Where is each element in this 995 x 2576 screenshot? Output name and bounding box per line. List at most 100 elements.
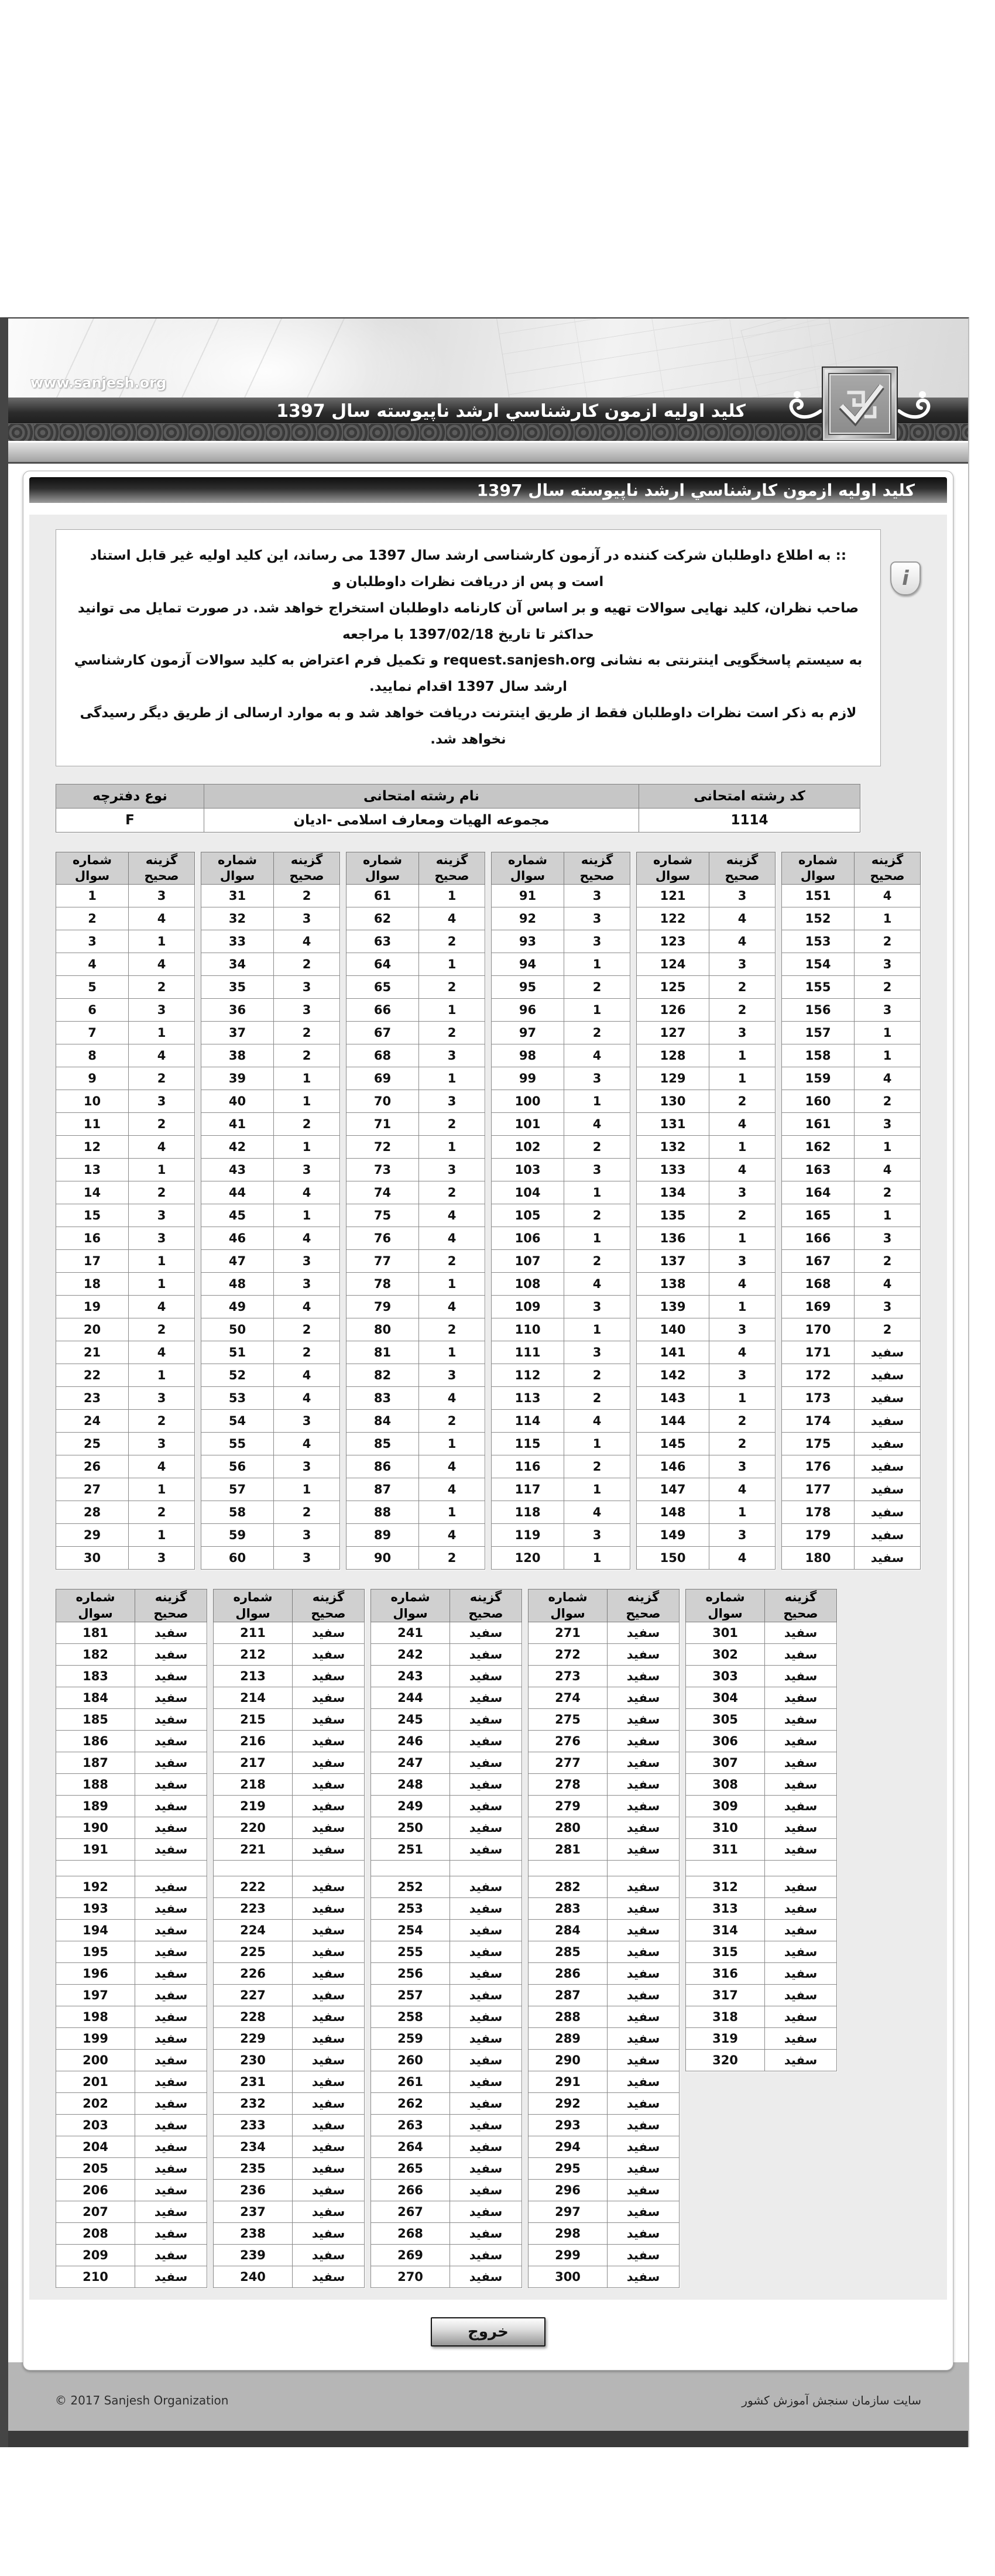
correct-option-cell: 3 bbox=[128, 1204, 195, 1228]
question-number-cell: 47 bbox=[200, 1249, 275, 1273]
correct-option-cell: سفید bbox=[764, 1664, 837, 1687]
question-number-cell: 127 bbox=[636, 1021, 710, 1045]
answer-row: 222 سفید bbox=[213, 1875, 365, 1898]
correct-option-cell: سفید bbox=[854, 1478, 921, 1502]
answer-row: 94 1 bbox=[490, 953, 630, 977]
question-number-cell: 291 bbox=[528, 2070, 608, 2093]
answer-row: 91 3 bbox=[490, 884, 630, 908]
answer-row: 113 2 bbox=[490, 1386, 630, 1410]
correct-option-cell: 1 bbox=[418, 953, 485, 977]
answer-row: 23 3 bbox=[55, 1386, 195, 1410]
correct-option-cell: 2 bbox=[128, 1318, 195, 1342]
correct-option-cell: سفید bbox=[764, 1984, 837, 2006]
question-number-cell: 99 bbox=[490, 1067, 565, 1091]
answer-table-header-row: شماره سوال گزینه صحیح bbox=[213, 1589, 365, 1622]
banner-title: کلید اولیه ازمون کارشناسي ارشد ناپیوسته … bbox=[276, 400, 746, 422]
question-number-cell: 190 bbox=[56, 1816, 135, 1839]
answer-table-header-row: شماره سوال گزینه صحیح bbox=[490, 851, 630, 885]
question-number-cell: 158 bbox=[781, 1044, 855, 1068]
question-number-cell: 209 bbox=[56, 2243, 135, 2266]
question-number-cell: 118 bbox=[490, 1501, 565, 1525]
correct-option-cell: سفید bbox=[450, 1794, 522, 1817]
question-number-cell: 106 bbox=[490, 1227, 565, 1251]
correct-option-cell: 4 bbox=[418, 1523, 485, 1547]
answer-row: 10 3 bbox=[55, 1090, 195, 1114]
answer-row: 173 سفید bbox=[781, 1386, 921, 1410]
answer-row: 311 سفید bbox=[685, 1838, 837, 1861]
exit-button[interactable]: خروج bbox=[431, 2317, 545, 2347]
question-number-cell: 128 bbox=[636, 1044, 710, 1068]
answer-row: 229 سفید bbox=[213, 2027, 365, 2050]
question-number-cell: 249 bbox=[370, 1794, 450, 1817]
correct-option-cell: 4 bbox=[709, 1341, 776, 1365]
question-number-cell: 6 bbox=[55, 998, 129, 1022]
correct-option-cell: 4 bbox=[418, 1455, 485, 1479]
question-number-cell: 7 bbox=[55, 1021, 129, 1045]
question-number-cell: 96 bbox=[490, 998, 565, 1022]
answer-row: 315 سفید bbox=[685, 1940, 837, 1963]
answer-row: 223 سفید bbox=[213, 1897, 365, 1920]
question-number-cell: 105 bbox=[490, 1204, 565, 1228]
answer-row: 155 2 bbox=[781, 975, 921, 999]
answer-row: 140 3 bbox=[636, 1318, 776, 1342]
question-number-cell: 26 bbox=[55, 1455, 129, 1479]
question-number-cell: 225 bbox=[213, 1940, 293, 1963]
answer-row: 121 3 bbox=[636, 884, 776, 908]
question-number-cell: 189 bbox=[56, 1794, 135, 1817]
question-number-cell: 319 bbox=[685, 2027, 765, 2050]
answer-table-q301-320: شماره سوال گزینه صحیح 301 سفید 302 سفید 303 سفی… bbox=[685, 1589, 837, 2071]
correct-option-cell: سفید bbox=[764, 1773, 837, 1796]
correct-option-cell: سفید bbox=[135, 1751, 207, 1774]
answer-row: 135 2 bbox=[636, 1204, 776, 1228]
question-number-cell: 231 bbox=[213, 2070, 293, 2093]
question-number-cell: 140 bbox=[636, 1318, 710, 1342]
answer-row: 54 3 bbox=[200, 1409, 340, 1433]
question-number-header: شماره سوال bbox=[636, 851, 710, 885]
answer-row: 318 سفید bbox=[685, 2005, 837, 2028]
answer-row: 42 1 bbox=[200, 1135, 340, 1159]
question-number-cell: 222 bbox=[213, 1875, 293, 1898]
correct-option-cell: سفید bbox=[292, 1686, 365, 1709]
correct-option-cell: 2 bbox=[128, 1112, 195, 1136]
answer-row: 156 3 bbox=[781, 998, 921, 1022]
correct-option-cell: 2 bbox=[418, 1181, 485, 1205]
answer-row: 73 3 bbox=[345, 1158, 485, 1182]
correct-option-cell: سفید bbox=[450, 1875, 522, 1898]
answer-row: 235 سفید bbox=[213, 2157, 365, 2180]
answer-row: 320 سفید bbox=[685, 2049, 837, 2071]
question-number-cell: 108 bbox=[490, 1272, 565, 1296]
question-number-cell: 292 bbox=[528, 2092, 608, 2115]
correct-option-cell: 1 bbox=[564, 1432, 630, 1456]
correct-option-cell: سفید bbox=[764, 1686, 837, 1709]
answer-row: 71 2 bbox=[345, 1112, 485, 1136]
question-number-cell: 175 bbox=[781, 1432, 855, 1456]
correct-option-cell: 1 bbox=[854, 1204, 921, 1228]
correct-option-cell: سفید bbox=[607, 2265, 680, 2288]
correct-option-cell: 3 bbox=[709, 1523, 776, 1547]
answer-row: 201 سفید bbox=[56, 2070, 207, 2093]
correct-option-cell: 2 bbox=[418, 1021, 485, 1045]
correct-option-cell: 4 bbox=[709, 1478, 776, 1502]
answer-row: 82 3 bbox=[345, 1364, 485, 1388]
correct-option-cell: سفید bbox=[854, 1409, 921, 1433]
question-number-cell: 252 bbox=[370, 1875, 450, 1898]
correct-option-cell: 1 bbox=[418, 1341, 485, 1365]
question-number-cell: 300 bbox=[528, 2265, 608, 2288]
correct-option-cell: سفید bbox=[450, 1621, 522, 1644]
correct-option-cell: 4 bbox=[418, 907, 485, 931]
question-number-cell: 273 bbox=[528, 1664, 608, 1687]
correct-option-cell: 3 bbox=[564, 930, 630, 954]
correct-option-cell: 3 bbox=[709, 1318, 776, 1342]
correct-option-header: گزینه صحیح bbox=[764, 1589, 837, 1622]
answer-table-header-row: شماره سوال گزینه صحیح bbox=[345, 851, 485, 885]
answer-row: 273 سفید bbox=[528, 1664, 680, 1687]
answer-row: 236 سفید bbox=[213, 2178, 365, 2201]
question-number-cell: 274 bbox=[528, 1686, 608, 1709]
correct-option-cell: سفید bbox=[292, 2092, 365, 2115]
question-number-header: شماره سوال bbox=[345, 851, 420, 885]
answer-row: 287 سفید bbox=[528, 1984, 680, 2006]
question-number-cell: 204 bbox=[56, 2135, 135, 2158]
correct-option-cell: 4 bbox=[418, 1204, 485, 1228]
question-number-cell: 205 bbox=[56, 2157, 135, 2180]
